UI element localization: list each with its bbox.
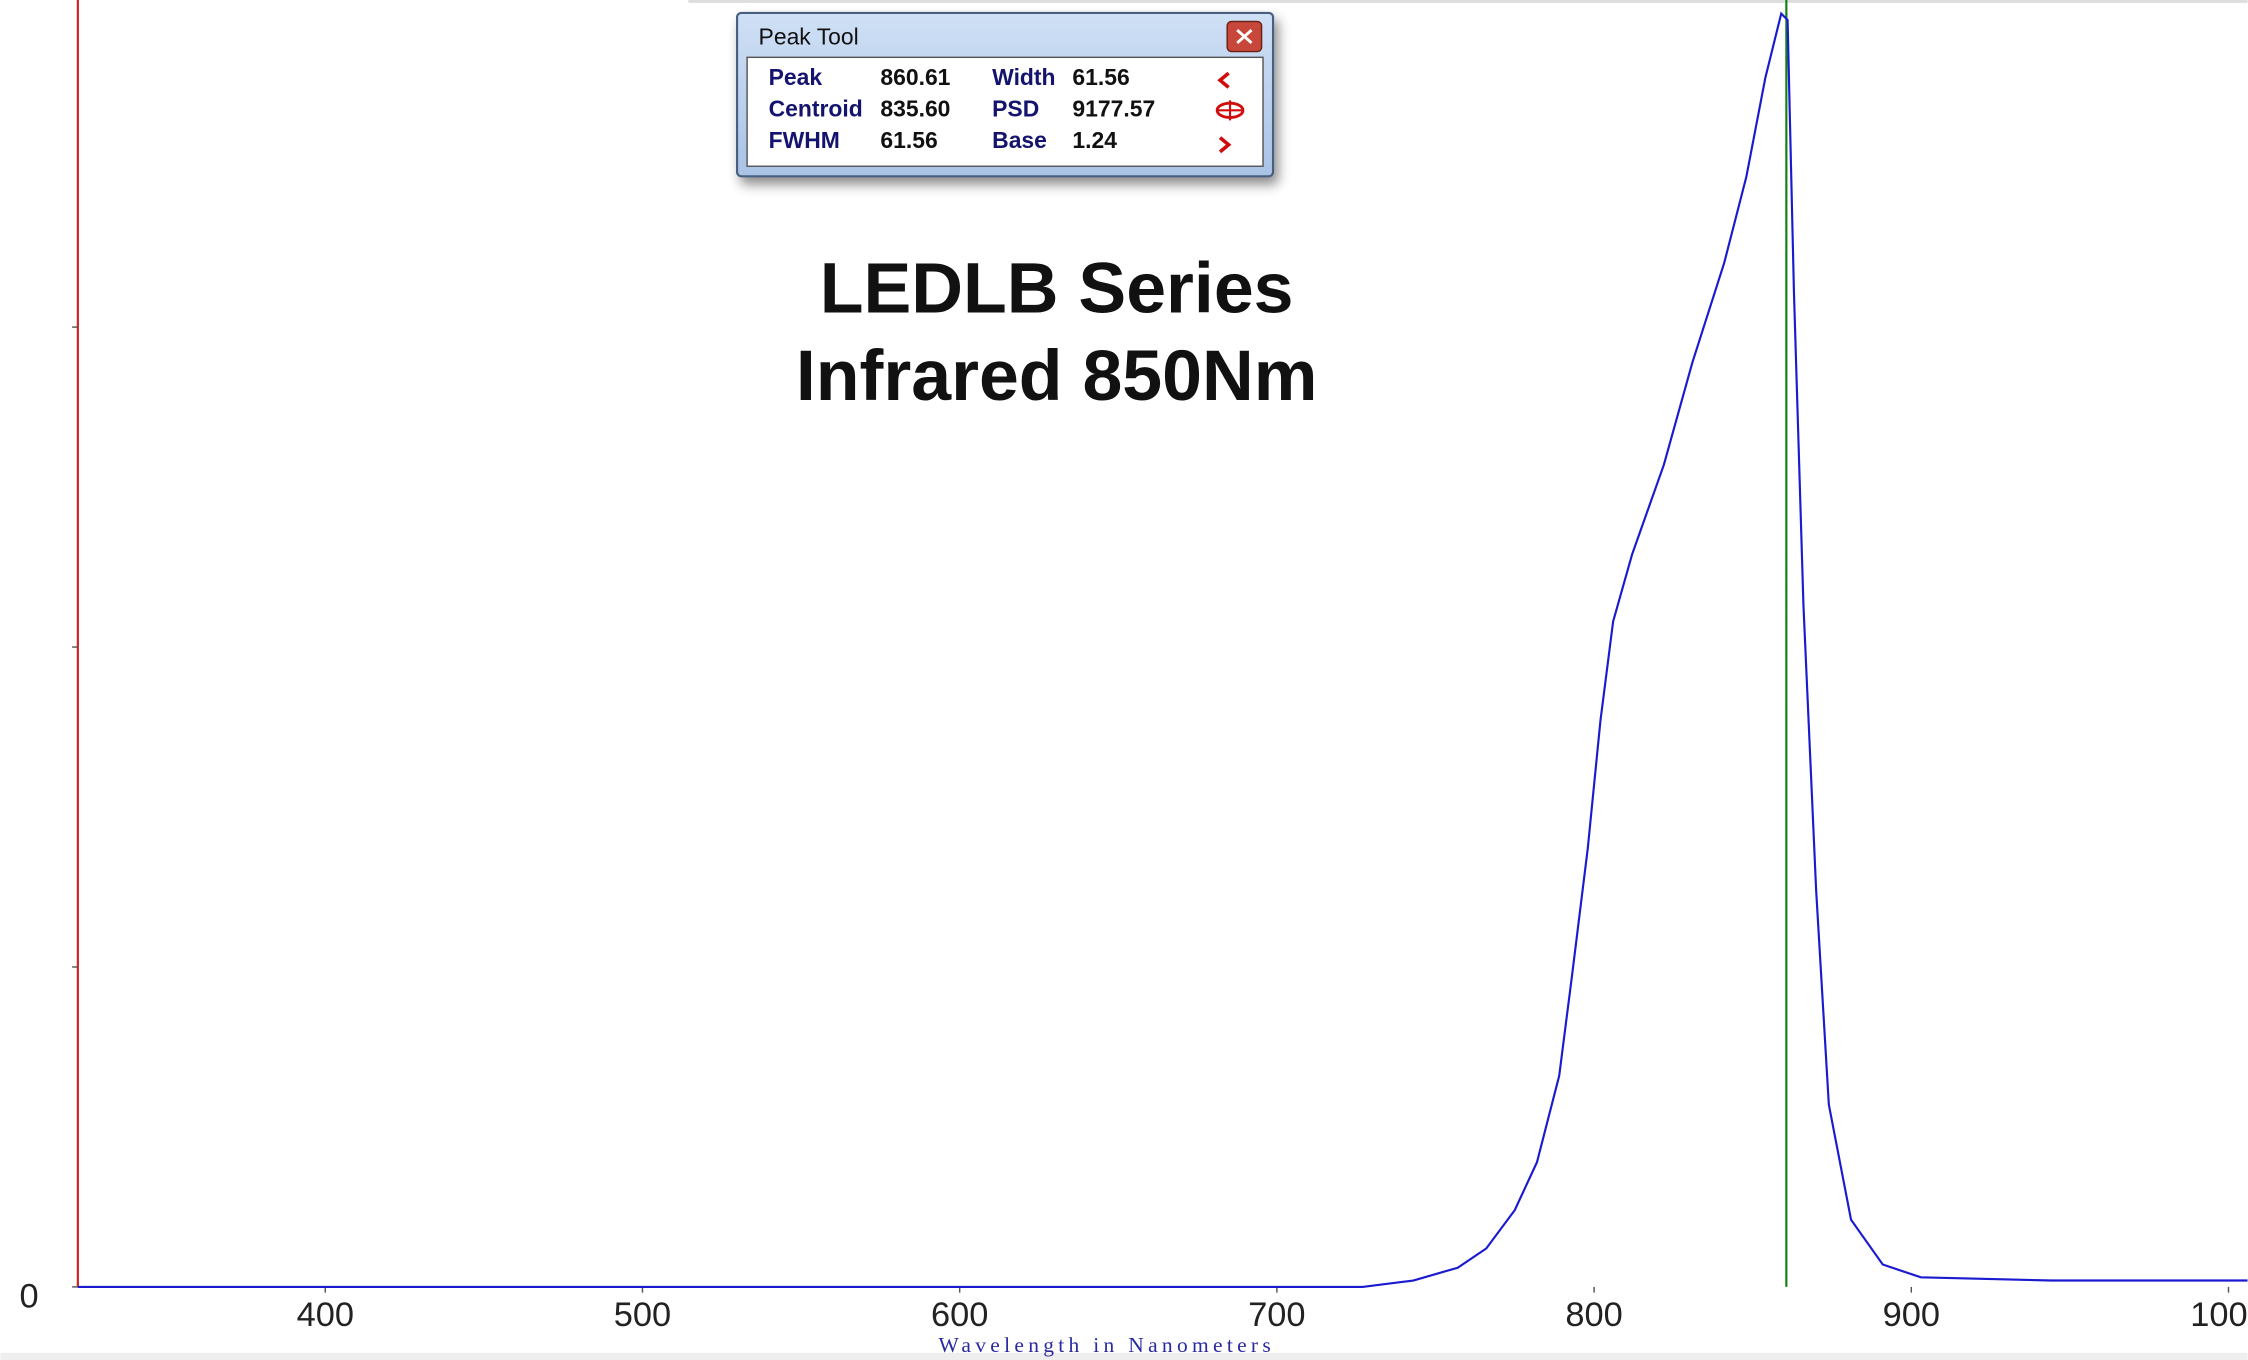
spectrum-line <box>77 11 2248 1288</box>
field-label: Base <box>992 127 1047 153</box>
chart-title: LEDLB Series <box>820 249 1294 329</box>
x-tick-label: 600 <box>931 1296 988 1334</box>
field-value: 61.56 <box>1072 64 1129 90</box>
field-value: 9177.57 <box>1072 95 1155 121</box>
x-tick-label: 700 <box>1248 1296 1305 1334</box>
x-axis-label: Wavelength in Nanometers <box>939 1333 1276 1357</box>
field-label: FWHM <box>769 127 840 153</box>
center-button[interactable] <box>1215 100 1245 121</box>
y-tick-label: 0 <box>20 1277 39 1315</box>
window-title: Peak Tool <box>759 24 859 50</box>
close-icon <box>1236 29 1253 45</box>
field-label: Centroid <box>769 95 863 121</box>
field-value: 61.56 <box>880 127 937 153</box>
field-value: 860.61 <box>880 64 950 90</box>
field-label: Width <box>992 64 1055 90</box>
field-value: 835.60 <box>880 95 950 121</box>
x-tick-label: 800 <box>1565 1296 1622 1334</box>
field-value: 1.24 <box>1072 127 1117 153</box>
peak-tool-window[interactable] <box>735 11 1275 178</box>
window-body <box>746 56 1264 167</box>
peak-tool-table: Peak 860.61 Width 61.56 Centroid 835.60 PSD 917… <box>769 64 1156 153</box>
x-tick-label: 400 <box>297 1296 354 1334</box>
frame-edge <box>688 0 2248 3</box>
field-label: Peak <box>769 64 823 90</box>
field-label: PSD <box>992 95 1039 121</box>
chart-title: Infrared 850Nm <box>796 336 1318 416</box>
x-tick-label: 500 <box>614 1296 671 1334</box>
x-tick-label: 1000 <box>2190 1296 2248 1334</box>
prev-button[interactable] <box>1217 71 1230 89</box>
center-icon <box>1217 100 1243 121</box>
x-tick-label: 900 <box>1883 1296 1940 1334</box>
frame-edge <box>0 1352 2248 1360</box>
next-button[interactable] <box>1218 136 1232 154</box>
plot-area: 0 400 500 600 700 800 900 1000 <box>20 0 2248 1334</box>
